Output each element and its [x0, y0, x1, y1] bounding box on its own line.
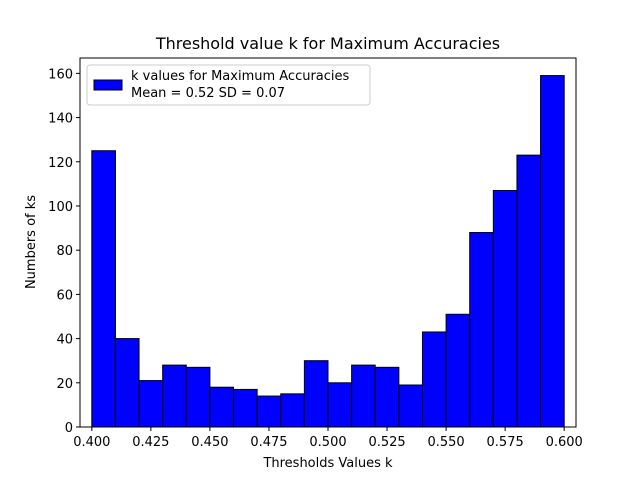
x-tick-label: 0.600 — [546, 435, 583, 450]
y-tick-label: 100 — [48, 200, 73, 215]
chart-title: Threshold value k for Maximum Accuracies — [155, 34, 500, 53]
x-tick-label: 0.475 — [250, 435, 287, 450]
x-tick-label: 0.575 — [487, 435, 524, 450]
histogram-bar — [421, 331, 447, 428]
histogram-bar — [114, 338, 140, 428]
y-tick-label: 160 — [48, 67, 73, 82]
y-tick-label: 60 — [56, 288, 73, 303]
x-tick-label: 0.450 — [191, 435, 228, 450]
histogram-bar — [256, 395, 282, 428]
x-tick-label: 0.425 — [132, 435, 169, 450]
x-tick-label: 0.500 — [309, 435, 346, 450]
y-tick-label: 140 — [48, 112, 73, 127]
histogram-bar — [540, 75, 565, 428]
x-tick-label: 0.400 — [73, 435, 110, 450]
histogram-bar — [233, 388, 258, 428]
y-tick-label: 0 — [65, 421, 73, 436]
histogram-bar — [374, 366, 400, 428]
x-axis-label: Thresholds Values k — [262, 456, 393, 471]
legend-label-line1: k values for Maximum Accuracies — [131, 69, 350, 84]
histogram-bar — [327, 382, 353, 428]
y-tick-label: 80 — [56, 244, 73, 259]
y-tick-label: 40 — [56, 333, 73, 348]
bars-group — [91, 75, 565, 428]
histogram-bar — [351, 364, 376, 428]
legend-box — [86, 64, 371, 106]
histogram-bar — [185, 366, 211, 428]
y-axis-ticks: 0 20 40 60 80 100 120 140 160 — [48, 67, 80, 436]
histogram-bar — [445, 313, 471, 428]
y-axis-label: Numbers of ks — [24, 195, 39, 289]
histogram-bar — [138, 380, 164, 428]
histogram-bar — [516, 154, 542, 428]
x-axis-ticks: 0.400 0.425 0.450 0.475 0.500 0.525 0.550 0.575… — [73, 427, 583, 450]
legend-swatch — [93, 79, 123, 91]
histogram-bar — [492, 190, 518, 428]
histogram-bar — [162, 364, 187, 428]
legend-label-line2: Mean = 0.52 SD = 0.07 — [131, 86, 285, 101]
histogram-bar — [303, 360, 329, 428]
histogram-bar — [209, 386, 235, 428]
y-tick-label: 120 — [48, 156, 73, 171]
histogram-bar — [398, 384, 423, 428]
plot-frame — [79, 57, 577, 428]
y-tick-label: 20 — [56, 377, 73, 392]
x-tick-label: 0.550 — [427, 435, 464, 450]
histogram-bar — [91, 150, 116, 428]
histogram-bar — [280, 393, 305, 428]
legend: k values for Maximum Accuracies Mean = 0… — [86, 64, 371, 106]
histogram-bar — [469, 231, 494, 428]
x-tick-label: 0.525 — [368, 435, 405, 450]
